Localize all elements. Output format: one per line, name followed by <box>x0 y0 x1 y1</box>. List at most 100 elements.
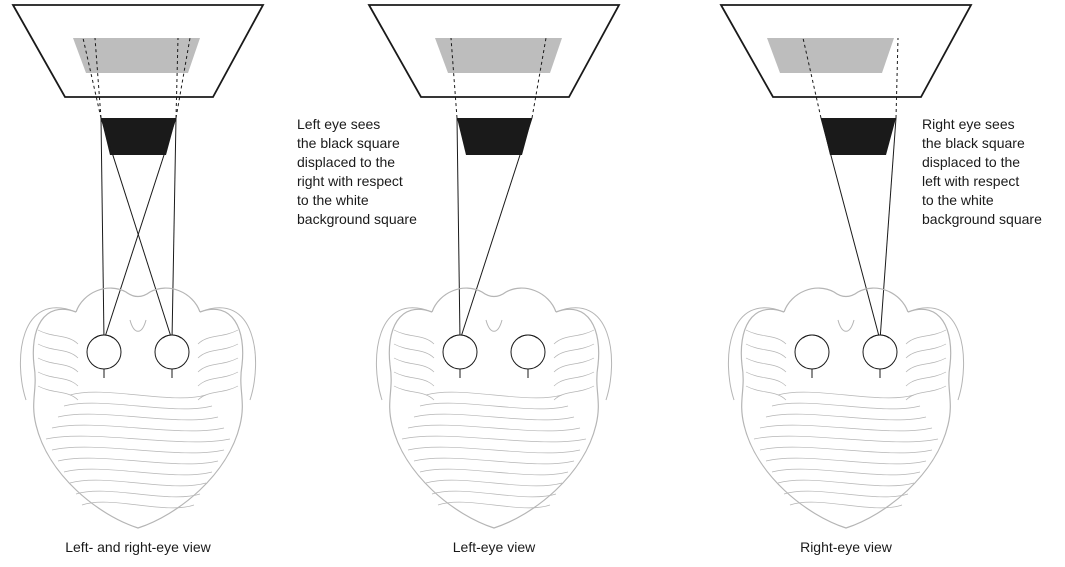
hair-strand <box>759 424 933 432</box>
left-eye-sightline <box>103 117 177 341</box>
left-ear-outline <box>375 307 433 401</box>
hair-strand <box>393 357 435 373</box>
right-eye-projection-line <box>802 37 822 119</box>
caption-right-eye: Right-eye view <box>800 539 892 555</box>
cornea-outline <box>450 334 470 339</box>
hair-strand <box>425 479 563 487</box>
annotation-line: Left eye sees <box>297 116 381 132</box>
hair-strand <box>745 385 787 401</box>
hair-strand <box>51 446 225 454</box>
head-outline <box>740 308 952 529</box>
hair-strand <box>765 457 927 465</box>
head-illustration <box>727 287 965 529</box>
hair-strand <box>905 343 947 359</box>
hair-strand <box>413 413 575 421</box>
hair-strand <box>57 413 219 421</box>
left-eye-projection-line <box>450 37 458 119</box>
hair-strand <box>431 490 557 498</box>
nose-outline <box>129 319 147 332</box>
panel-left-eye <box>367 4 621 529</box>
hair-strand <box>37 371 79 387</box>
hair-strand <box>745 357 787 373</box>
hair-strand <box>771 468 921 476</box>
hair-strand <box>789 501 903 509</box>
hair-strand <box>407 446 581 454</box>
hair-strand <box>419 402 569 410</box>
hair-strand <box>553 371 595 387</box>
hair-strand <box>197 357 239 373</box>
annotation-line: background square <box>297 211 417 227</box>
head-illustration <box>375 287 613 529</box>
cornea-outline <box>870 334 890 339</box>
right-ear-outline <box>199 307 257 401</box>
left-ear-outline <box>727 307 785 401</box>
annotation-line: background square <box>922 211 1042 227</box>
hair-strand <box>57 457 219 465</box>
hair-strand <box>425 391 563 399</box>
hair-strand <box>63 468 213 476</box>
head-outline <box>32 308 244 529</box>
hair-strand <box>63 402 213 410</box>
annotation-line: left with respect <box>922 173 1020 189</box>
left-eye-sightline <box>100 117 105 341</box>
annotation-line: right with respect <box>297 173 403 189</box>
right-ear-outline <box>555 307 613 401</box>
right-eye-sightline <box>879 117 897 341</box>
hair-strand <box>777 479 915 487</box>
head-illustration <box>19 287 257 529</box>
black-square-projection <box>73 38 200 73</box>
hair-strand <box>745 343 787 359</box>
hair-strand <box>197 329 239 345</box>
right-eye-icon <box>510 334 546 370</box>
hair-strand <box>407 424 581 432</box>
right-eye-icon <box>154 334 190 370</box>
hair-strand <box>745 371 787 387</box>
hair-strand <box>69 391 207 399</box>
hair-strand <box>393 329 435 345</box>
hair-strand <box>905 357 947 373</box>
black-square-projection <box>435 38 562 73</box>
hair-strand <box>37 357 79 373</box>
annotation-line: to the white <box>297 192 369 208</box>
hair-strand <box>197 371 239 387</box>
caption-both-eyes: Left- and right-eye view <box>65 539 211 555</box>
hair-strand <box>771 402 921 410</box>
left-eye-icon <box>794 334 830 370</box>
annotation-line: Right eye sees <box>922 116 1015 132</box>
hair-strand <box>783 490 909 498</box>
right-ear-outline <box>907 307 965 401</box>
caption-left-eye: Left-eye view <box>452 539 536 555</box>
hair-strand <box>37 385 79 401</box>
right-eye-sightline <box>100 117 173 341</box>
forehead-outline <box>75 287 201 313</box>
hair-strand <box>197 343 239 359</box>
annotation-line: displaced to the <box>922 154 1021 170</box>
hair-strand <box>81 501 195 509</box>
hair-strand <box>393 385 435 401</box>
forehead-outline <box>783 287 909 313</box>
hair-strand <box>905 371 947 387</box>
hair-strand <box>37 343 79 359</box>
right-eye-sightline <box>820 117 881 341</box>
right-eye-icon <box>862 334 898 370</box>
left-eye-icon <box>442 334 478 370</box>
head-outline <box>388 308 600 529</box>
black-square <box>101 118 176 155</box>
hair-strand <box>745 329 787 345</box>
hair-strand <box>753 435 939 443</box>
hair-strand <box>553 385 595 401</box>
left-ear-outline <box>19 307 77 401</box>
cornea-outline <box>94 334 114 339</box>
hair-strand <box>777 391 915 399</box>
cornea-outline <box>162 334 182 339</box>
black-square <box>821 118 896 155</box>
hair-strand <box>393 371 435 387</box>
hair-strand <box>759 446 933 454</box>
hair-strand <box>553 343 595 359</box>
nose-outline <box>837 319 855 332</box>
annotation-line: displaced to the <box>297 154 396 170</box>
right-eye-projection-line <box>82 37 102 119</box>
left-eye-projection-line <box>94 37 102 119</box>
left-eye-projection-line <box>531 37 547 119</box>
